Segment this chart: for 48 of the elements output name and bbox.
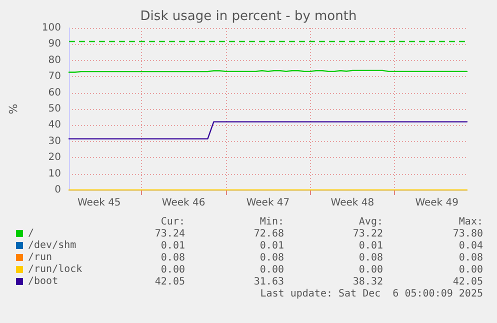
text: 0.00 bbox=[160, 264, 185, 276]
text: 73.24 bbox=[154, 228, 185, 240]
legend-label: /boot bbox=[28, 276, 58, 287]
y-tick-label: 50 bbox=[48, 104, 61, 114]
text: 0.01 bbox=[160, 240, 185, 252]
text: 0.08 bbox=[160, 252, 185, 264]
y-tick-label: 0 bbox=[54, 184, 61, 196]
x-tick-label: Week 47 bbox=[246, 198, 290, 208]
text: 38.32 bbox=[352, 276, 383, 288]
y-tick-label: 40 bbox=[48, 120, 61, 131]
legend-label: /run bbox=[28, 252, 52, 263]
legend-label: / bbox=[28, 228, 34, 239]
text: 0.00 bbox=[260, 264, 284, 276]
x-tick-label: Week 46 bbox=[162, 198, 206, 208]
text: 0.01 bbox=[358, 240, 383, 252]
text: 0.08 bbox=[358, 252, 383, 264]
chart-title: Disk usage in percent - by month bbox=[140, 9, 357, 24]
text: 42.05 bbox=[154, 276, 185, 288]
text: 0.04 bbox=[458, 240, 483, 252]
text: 73.80 bbox=[452, 228, 483, 240]
y-tick-label: 90 bbox=[48, 38, 61, 50]
text: Max: bbox=[458, 216, 483, 228]
text: 31.63 bbox=[254, 276, 284, 288]
text: 72.68 bbox=[254, 228, 284, 240]
text: 0.08 bbox=[458, 252, 483, 264]
x-tick-label: Week 45 bbox=[77, 198, 121, 208]
text: 0.00 bbox=[358, 264, 383, 276]
text: 0.00 bbox=[458, 264, 483, 276]
y-tick-label: 80 bbox=[48, 54, 61, 66]
y-tick-label: 10 bbox=[48, 168, 61, 180]
y-tick-label: 70 bbox=[48, 71, 61, 82]
y-tick-label: 20 bbox=[48, 152, 61, 164]
y-tick-label: 30 bbox=[48, 136, 61, 147]
text: 0.08 bbox=[260, 252, 284, 264]
text: Min: bbox=[260, 216, 284, 228]
y-axis-title: % bbox=[7, 104, 20, 114]
text: 0.01 bbox=[260, 240, 284, 252]
text: Last update: Sat Dec 6 05:00:09 2025 bbox=[260, 288, 483, 300]
legend-label: /run/lock bbox=[28, 264, 82, 275]
y-tick-label: 100 bbox=[42, 22, 61, 34]
text: 73.22 bbox=[352, 228, 383, 240]
y-tick-label: 60 bbox=[48, 87, 61, 98]
text: Avg: bbox=[358, 216, 383, 228]
legend-label: /dev/shm bbox=[28, 240, 76, 251]
text: Cur: bbox=[160, 216, 185, 228]
text: 42.05 bbox=[452, 276, 483, 288]
x-tick-label: Week 48 bbox=[330, 198, 374, 208]
x-tick-label: Week 49 bbox=[415, 198, 459, 208]
